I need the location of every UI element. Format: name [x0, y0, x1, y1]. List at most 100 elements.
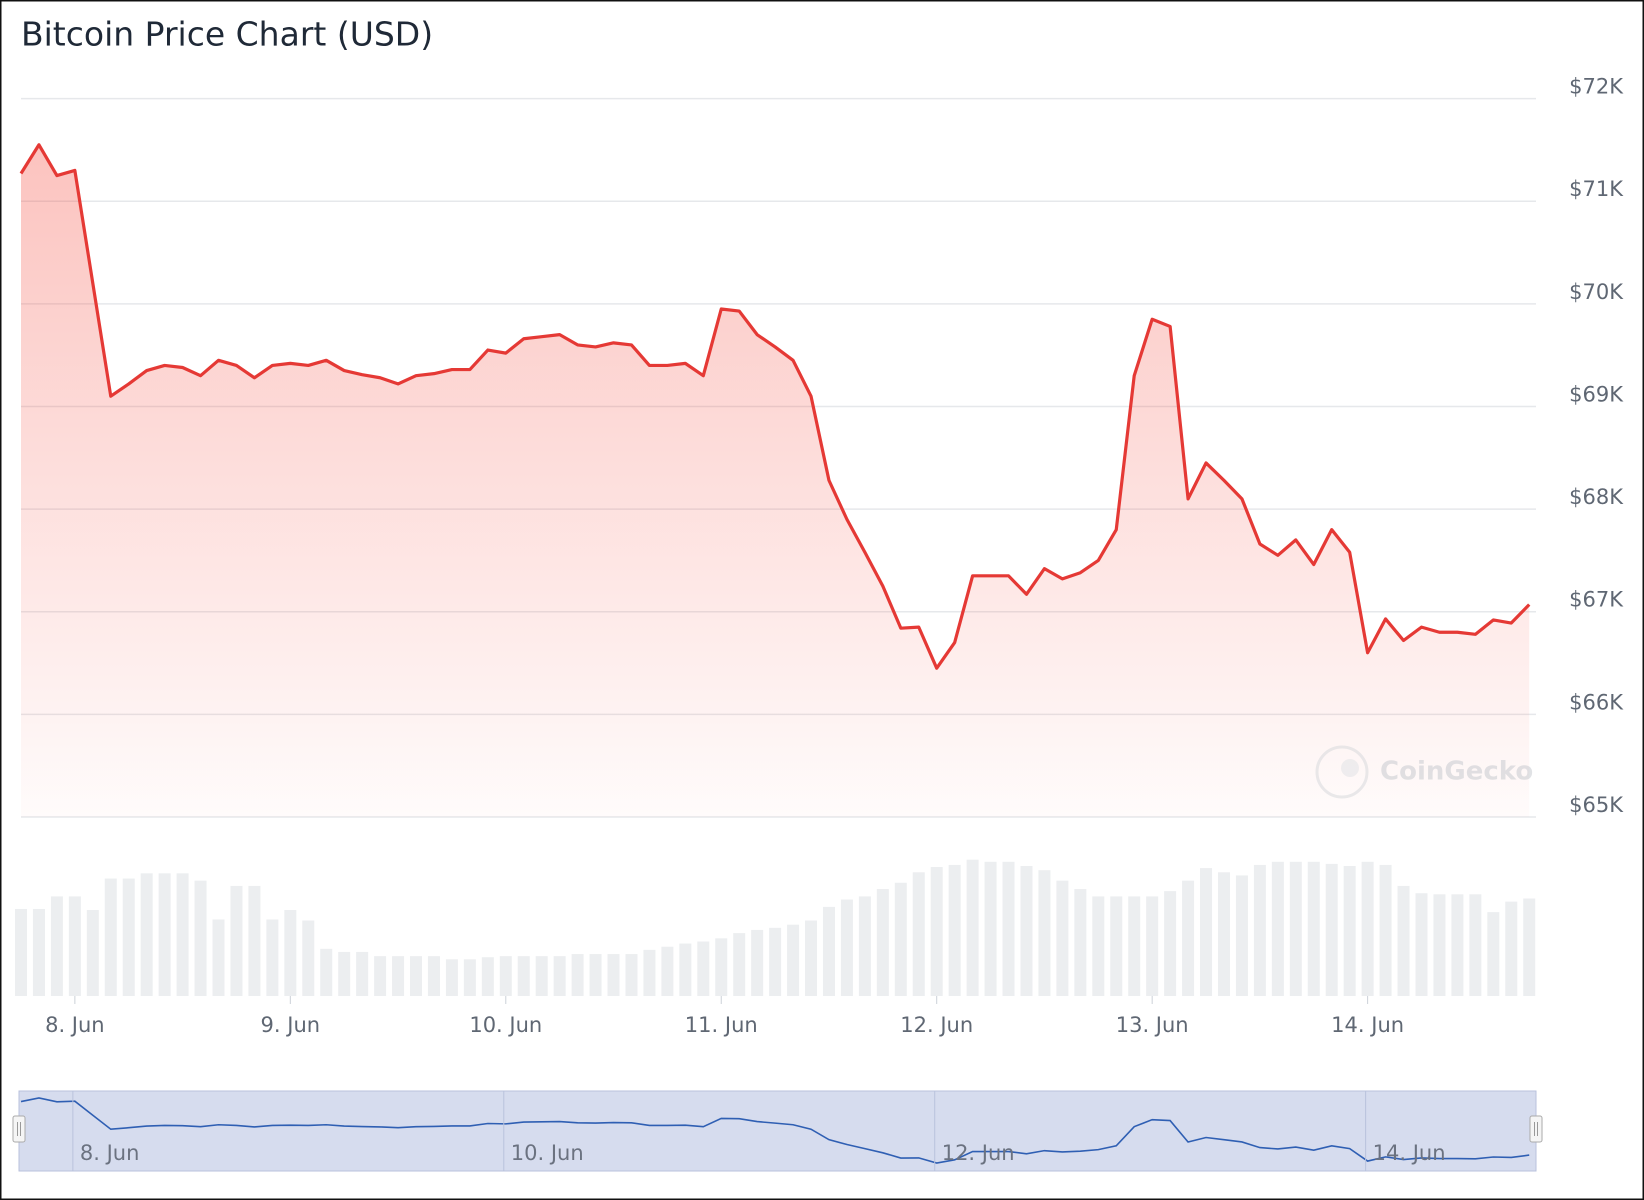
- volume-bar: [1092, 896, 1105, 996]
- volume-bar: [769, 927, 782, 996]
- volume-bar: [553, 956, 566, 996]
- volume-bar: [715, 938, 728, 996]
- volume-bar: [1182, 880, 1195, 996]
- volume-bar: [356, 951, 369, 996]
- volume-bar: [751, 929, 764, 996]
- volume-bar: [948, 864, 961, 996]
- y-tick-label: $72K: [1569, 75, 1624, 99]
- volume-bar: [481, 957, 494, 996]
- volume-bar: [1146, 896, 1159, 996]
- volume-bar: [1200, 868, 1213, 996]
- volume-bar: [1271, 861, 1284, 996]
- volume-bar: [1523, 898, 1536, 996]
- volume-bar: [876, 889, 889, 996]
- y-tick-label: $70K: [1569, 280, 1624, 304]
- volume-bar: [338, 951, 351, 996]
- volume-bar: [966, 859, 979, 996]
- volume-bar: [697, 941, 710, 996]
- volume-bar: [607, 954, 620, 996]
- volume-bar: [1110, 896, 1123, 996]
- volume-bar: [230, 885, 243, 996]
- volume-bar: [571, 954, 584, 996]
- volume-bar: [787, 924, 800, 996]
- volume-bar: [212, 919, 225, 996]
- price-line: [19, 143, 1531, 670]
- y-tick-label: $66K: [1569, 690, 1624, 714]
- navigator-line: [20, 1097, 1530, 1164]
- plot: [19, 143, 1531, 817]
- volume-bar: [1253, 864, 1266, 996]
- x-axis: 8. Jun 9. Jun 10. Jun 11. Jun 12. Jun 13. Jun…: [45, 996, 1404, 1037]
- volume-bar: [302, 920, 315, 996]
- volume-bar: [140, 873, 153, 996]
- volume-bar: [643, 949, 656, 996]
- volume-bar: [1487, 912, 1500, 996]
- volume-bar: [1415, 893, 1428, 996]
- volume-bar: [733, 933, 746, 996]
- watermark-text: CoinGecko: [1380, 757, 1533, 787]
- navigator-handle[interactable]: [12, 1115, 26, 1143]
- volume-bar: [158, 873, 171, 996]
- y-tick-label: $69K: [1569, 382, 1624, 406]
- volume-bar: [50, 896, 63, 996]
- volume-bar: [427, 956, 440, 996]
- navigator-window[interactable]: [18, 1090, 1537, 1172]
- volume-bar: [535, 956, 548, 996]
- y-tick-label: $71K: [1569, 177, 1624, 201]
- volume-bar: [320, 948, 333, 996]
- y-tick-label: $67K: [1569, 588, 1624, 612]
- volume-bar: [122, 878, 135, 996]
- navigator-label: 8. Jun: [80, 1141, 140, 1165]
- volume-bar: [679, 943, 692, 996]
- volume-bar: [1289, 861, 1302, 996]
- navigator-handle[interactable]: [1529, 1115, 1543, 1143]
- volume-bar: [1164, 891, 1177, 996]
- volume-bar: [410, 956, 423, 996]
- volume-bar: [1361, 861, 1374, 996]
- volume-bar: [1038, 870, 1051, 996]
- volume-bar: [104, 878, 117, 996]
- volume-bar: [858, 896, 871, 996]
- volume-bar: [1451, 894, 1464, 996]
- volume-bar: [1074, 889, 1087, 996]
- x-tick-label: 13. Jun: [1116, 1013, 1189, 1037]
- volume-bar: [517, 956, 530, 996]
- volume-bar: [1397, 885, 1410, 996]
- volume-bar: [86, 910, 99, 996]
- volume-bar: [1128, 896, 1141, 996]
- watermark-logo-eye: [1341, 759, 1359, 777]
- navigator-label: 14. Jun: [1373, 1141, 1446, 1165]
- volume-bar: [284, 910, 297, 996]
- volume-bar: [32, 908, 45, 996]
- volume-bar: [1056, 880, 1069, 996]
- volume-bars: [15, 859, 1536, 996]
- volume-bar: [1020, 865, 1033, 996]
- y-tick-label: $65K: [1569, 793, 1624, 817]
- volume-bar: [1469, 894, 1482, 996]
- volume-bar: [194, 880, 207, 996]
- volume-bar: [1235, 875, 1248, 996]
- volume-bar: [589, 954, 602, 996]
- x-tick-label: 8. Jun: [45, 1013, 105, 1037]
- x-tick-label: 11. Jun: [685, 1013, 758, 1037]
- chart-title: Bitcoin Price Chart (USD): [21, 15, 433, 54]
- volume-bar: [68, 896, 81, 996]
- volume-bar: [661, 946, 674, 996]
- y-tick-label: $68K: [1569, 485, 1624, 509]
- watermark: CoinGecko: [1315, 745, 1533, 799]
- volume-bar: [1002, 861, 1015, 996]
- volume-bar: [1307, 861, 1320, 996]
- volume-bar: [463, 959, 476, 996]
- navigator[interactable]: 8. Jun 10. Jun 12. Jun 14. Jun: [12, 1090, 1543, 1172]
- volume-bar: [1379, 864, 1392, 996]
- volume-bar: [374, 956, 387, 996]
- x-tick-label: 12. Jun: [900, 1013, 973, 1037]
- volume-bar: [1325, 863, 1338, 996]
- volume-bar: [840, 899, 853, 996]
- volume-bar: [894, 882, 907, 996]
- volume-bar: [392, 956, 405, 996]
- x-tick-label: 9. Jun: [261, 1013, 321, 1037]
- volume-bar: [1433, 894, 1446, 996]
- volume-bar: [930, 867, 943, 996]
